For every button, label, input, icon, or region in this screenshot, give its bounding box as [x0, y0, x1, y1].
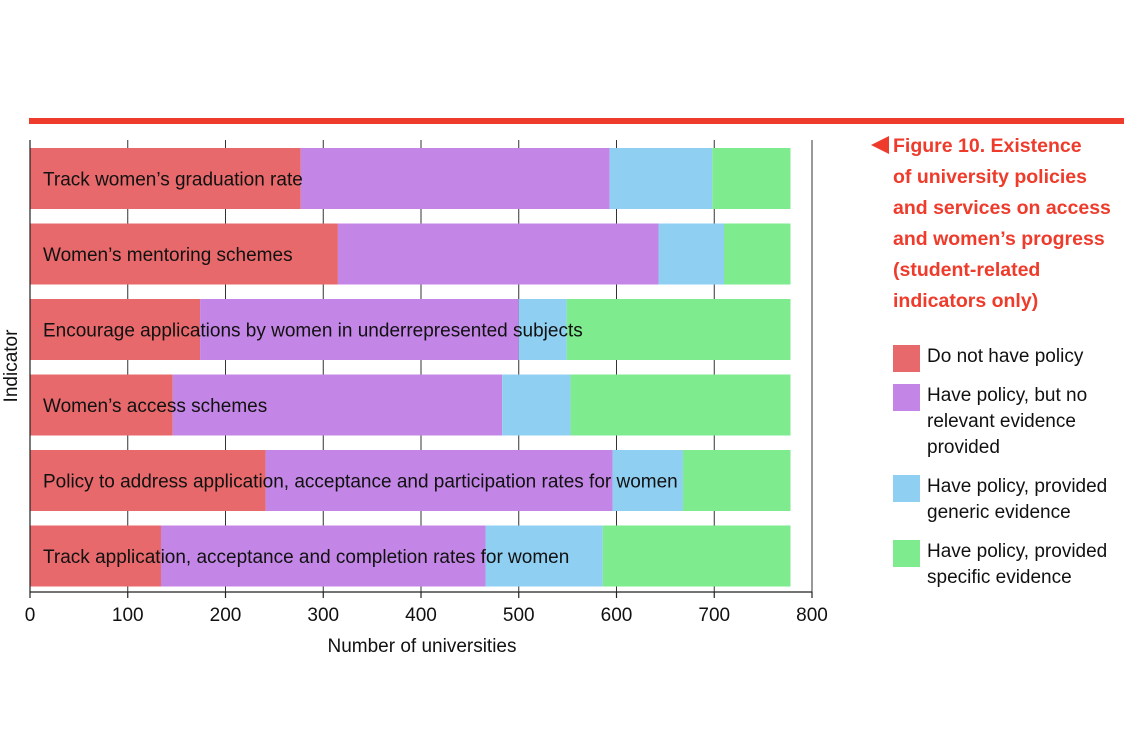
caption-arrow-icon	[871, 136, 889, 154]
bar-segment-5-1	[160, 525, 486, 587]
x-ticks: 0 100 200 300 400 500 600 700 800	[25, 592, 828, 626]
figure-caption: Figure 10. Existence of university polic…	[871, 131, 1126, 317]
caption-line-2: of university policies	[893, 166, 1087, 188]
legend-item-generic-evidence: Have policy, provided generic evidence	[893, 474, 1133, 526]
legend-item-no-policy: Do not have policy	[893, 344, 1133, 372]
x-tick-label-100: 100	[112, 605, 144, 626]
bar-segment-2-2	[518, 299, 567, 360]
bar-segment-1-3	[724, 223, 791, 285]
legend-label-generic-evidence: Have policy, provided generic evidence	[927, 476, 1108, 523]
caption-line-1: Figure 10. Existence	[893, 135, 1082, 157]
caption-line-5: (student-related	[893, 259, 1041, 281]
top-rule	[29, 118, 1124, 124]
legend-label-no-policy: Do not have policy	[927, 346, 1084, 367]
bar-segment-0-1	[300, 148, 610, 209]
category-label-1: Women’s mentoring schemes	[43, 245, 293, 266]
bar-segment-0-3	[712, 148, 791, 209]
category-label-4: Policy to address application, acceptanc…	[43, 472, 678, 493]
x-tick-label-300: 300	[307, 605, 339, 626]
category-label-0: Track women’s graduation rate	[43, 170, 303, 191]
caption-line-4: and women’s progress	[893, 228, 1105, 250]
legend-label-no-evidence: Have policy, but no relevant evidence pr…	[927, 385, 1088, 458]
legend-swatch-specific-evidence	[893, 540, 920, 567]
bar-segment-4-3	[682, 450, 791, 511]
bar-segment-3-0	[30, 374, 173, 436]
x-axis-title: Number of universities	[327, 636, 516, 657]
gridlines	[127, 140, 813, 592]
legend-item-specific-evidence: Have policy, provided specific evidence	[893, 539, 1133, 591]
caption-line-3: and services on access	[893, 197, 1111, 219]
bar-segment-2-0	[30, 299, 201, 360]
bar-segment-3-1	[172, 374, 503, 436]
bar-segment-1-1	[337, 223, 659, 285]
stacked-bar-chart: Track women’s graduation rate Women’s men…	[1, 140, 828, 657]
bar-segment-5-3	[602, 525, 791, 587]
category-label-5: Track application, acceptance and comple…	[43, 547, 569, 568]
x-tick-label-800: 800	[796, 605, 828, 626]
y-axis-title: Indicator	[1, 329, 22, 403]
bar-segment-5-0	[30, 525, 161, 587]
bar-labels: Track women’s graduation rate Women’s men…	[43, 170, 678, 569]
x-tick-label-0: 0	[25, 605, 36, 626]
legend-item-no-evidence: Have policy, but no relevant evidence pr…	[893, 383, 1133, 461]
bar-segment-4-0	[30, 450, 266, 511]
x-tick-label-200: 200	[210, 605, 242, 626]
legend-swatch-no-evidence	[893, 384, 920, 411]
bar-segment-1-2	[658, 223, 725, 285]
x-tick-label-500: 500	[503, 605, 535, 626]
caption-line-6: indicators only)	[893, 290, 1039, 312]
x-tick-label-600: 600	[601, 605, 633, 626]
category-label-3: Women’s access schemes	[43, 396, 267, 417]
bar-segment-2-1	[200, 299, 519, 360]
category-label-2: Encourage applications by women in under…	[43, 321, 583, 342]
x-tick-label-700: 700	[698, 605, 730, 626]
legend-label-specific-evidence: Have policy, provided specific evidence	[927, 541, 1108, 588]
legend-swatch-no-policy	[893, 345, 920, 372]
bar-segment-3-2	[502, 374, 571, 436]
legend: Do not have policy Have policy, but no r…	[893, 344, 1133, 604]
bars	[30, 148, 791, 587]
bar-segment-3-3	[570, 374, 791, 436]
bar-segment-4-2	[612, 450, 683, 511]
bar-segment-0-2	[609, 148, 713, 209]
bar-segment-0-0	[30, 148, 301, 209]
bar-segment-4-1	[265, 450, 613, 511]
x-tick-label-400: 400	[405, 605, 437, 626]
legend-swatch-generic-evidence	[893, 475, 920, 502]
bar-segment-5-2	[485, 525, 603, 587]
bar-segment-2-3	[566, 299, 791, 360]
bar-segment-1-0	[30, 223, 338, 285]
